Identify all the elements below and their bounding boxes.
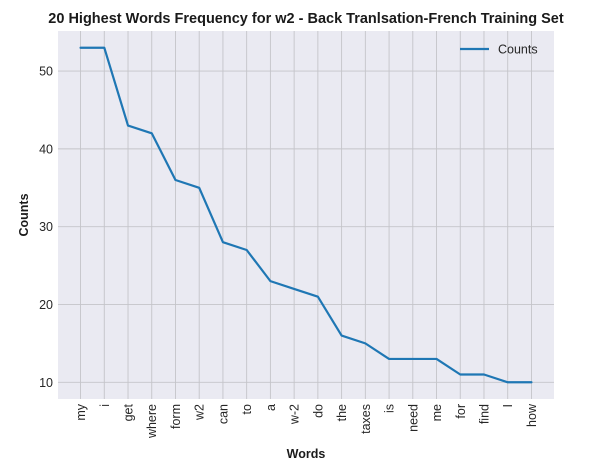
x-tick-label: need — [406, 404, 420, 432]
x-ticks: my i get where form w2 can to a w-2 do the taxes is ne… — [74, 403, 539, 439]
x-axis-label: Words — [287, 447, 326, 461]
x-tick-label: w-2 — [288, 404, 302, 425]
legend: Counts — [460, 43, 538, 57]
x-tick-label: is — [383, 404, 397, 413]
y-tick-label: 10 — [39, 376, 53, 390]
x-tick-label: a — [264, 404, 278, 411]
y-tick-label: 20 — [39, 298, 53, 312]
plot-area — [58, 31, 554, 399]
chart-title: 20 Highest Words Frequency for w2 - Back… — [48, 11, 564, 27]
series-line-counts — [79, 46, 533, 384]
grid — [58, 31, 554, 399]
legend-label: Counts — [498, 43, 538, 57]
x-tick-label: taxes — [359, 404, 373, 434]
x-tick-label: find — [477, 404, 491, 424]
x-tick-label: form — [169, 404, 183, 429]
y-axis-label: Counts — [17, 193, 31, 236]
x-tick-label: to — [240, 404, 254, 414]
x-tick-label: where — [145, 404, 159, 439]
y-tick-label: 50 — [39, 65, 53, 79]
x-tick-label: the — [335, 404, 349, 421]
x-tick-label: get — [122, 403, 136, 421]
x-tick-label: for — [454, 404, 468, 419]
x-tick-label: me — [430, 404, 444, 421]
y-tick-label: 40 — [39, 142, 53, 156]
y-tick-label: 30 — [39, 220, 53, 234]
x-tick-label: do — [311, 404, 325, 418]
x-tick-label: w2 — [193, 404, 207, 421]
series — [79, 46, 533, 384]
x-tick-label: can — [216, 404, 230, 424]
x-tick-label: I — [501, 404, 515, 407]
x-tick-label: my — [74, 403, 88, 420]
y-ticks: 10 20 30 40 50 — [39, 65, 53, 390]
x-tick-label: i — [98, 404, 112, 407]
x-tick-label: how — [525, 403, 539, 427]
